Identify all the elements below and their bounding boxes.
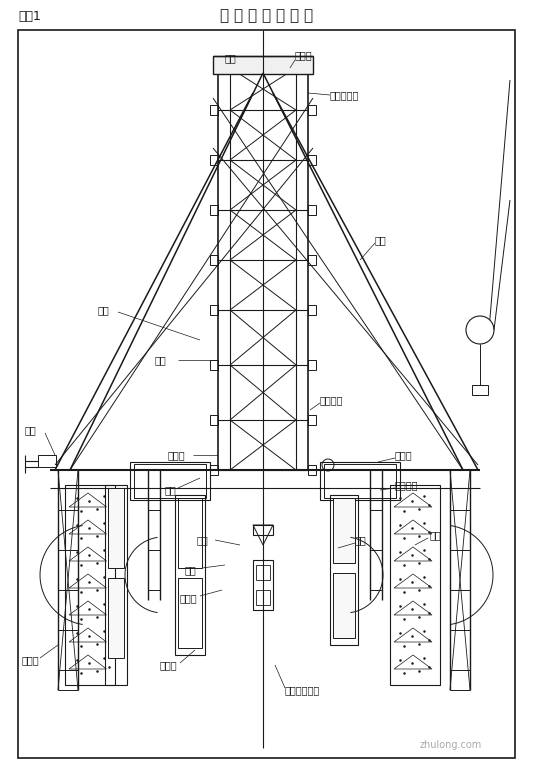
Text: 限位绕置: 限位绕置 — [320, 395, 343, 405]
Bar — [256, 565, 270, 580]
Bar — [324, 464, 396, 498]
Bar — [210, 360, 218, 370]
Text: 内模: 内模 — [355, 535, 367, 545]
Text: 鼓圈: 鼓圈 — [185, 565, 197, 575]
Bar — [178, 578, 202, 648]
Bar — [333, 498, 355, 563]
Bar — [65, 485, 115, 685]
Bar — [253, 560, 273, 610]
Text: 挡杆: 挡杆 — [25, 425, 37, 435]
Text: 安全网: 安全网 — [180, 593, 198, 603]
Text: 避雷针: 避雷针 — [295, 50, 313, 60]
Text: 支垂杆: 支垂杆 — [395, 450, 413, 460]
Text: 支撑: 支撑 — [98, 305, 110, 315]
Bar — [308, 415, 316, 425]
Bar — [210, 105, 218, 115]
Bar — [134, 464, 206, 498]
Text: 防雷顶绕置: 防雷顶绕置 — [330, 90, 359, 100]
Bar — [218, 68, 308, 470]
Bar — [472, 385, 488, 395]
Bar — [210, 255, 218, 265]
Text: 天轮: 天轮 — [225, 53, 237, 63]
Bar — [210, 305, 218, 315]
Bar — [178, 498, 202, 568]
Text: 悬挂带安全卡: 悬挂带安全卡 — [285, 685, 320, 695]
Bar — [308, 305, 316, 315]
Bar — [108, 578, 124, 658]
Bar — [333, 573, 355, 638]
Text: 外吊架: 外吊架 — [22, 655, 39, 665]
Bar — [210, 205, 218, 215]
Bar — [38, 455, 56, 467]
Text: zhulong.com: zhulong.com — [420, 740, 482, 750]
Bar — [213, 56, 313, 74]
Bar — [210, 415, 218, 425]
Bar — [108, 488, 124, 568]
Bar — [308, 360, 316, 370]
Bar — [330, 495, 358, 645]
Bar — [308, 255, 316, 265]
Bar — [105, 485, 127, 685]
Bar — [308, 205, 316, 215]
Bar — [320, 462, 400, 500]
Bar — [308, 155, 316, 165]
Text: 门架: 门架 — [165, 485, 177, 495]
Text: 井架: 井架 — [155, 355, 167, 365]
Bar — [390, 485, 440, 685]
Bar — [210, 465, 218, 475]
Text: 附图1: 附图1 — [18, 9, 41, 23]
Text: 拔杆: 拔杆 — [375, 235, 387, 245]
Bar — [308, 465, 316, 475]
Text: 内吊架: 内吊架 — [160, 660, 177, 670]
Text: 千斤顶: 千斤顶 — [168, 450, 185, 460]
Bar — [175, 495, 205, 655]
Bar — [308, 105, 316, 115]
Text: 滑 升 大 架 构 造 图: 滑 升 大 架 构 造 图 — [220, 9, 313, 23]
Bar — [256, 590, 270, 605]
Text: 调位监杆: 调位监杆 — [395, 480, 418, 490]
Bar — [253, 525, 273, 535]
Text: 外模: 外模 — [430, 530, 442, 540]
Bar — [210, 155, 218, 165]
Text: 拉杆: 拉杆 — [197, 535, 209, 545]
Bar — [130, 462, 210, 500]
